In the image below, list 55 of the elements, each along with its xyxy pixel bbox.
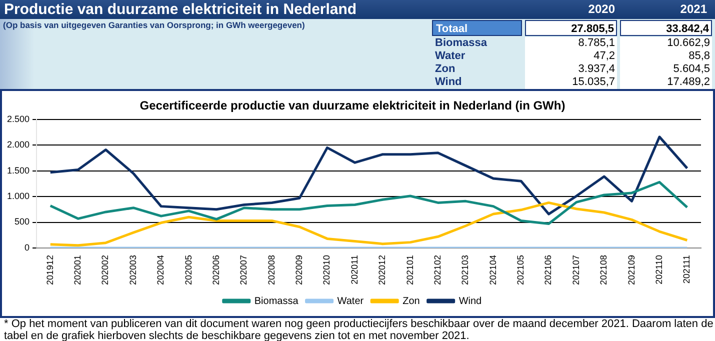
x-tick-label: 202006 bbox=[210, 254, 221, 286]
x-tick-label: 202001 bbox=[72, 254, 83, 286]
text: Biomassa bbox=[435, 37, 488, 50]
text: 8.785,1 bbox=[525, 37, 617, 50]
x-tick-label: 202005 bbox=[183, 254, 194, 286]
x-tick-label: 202101 bbox=[404, 254, 415, 286]
text: 2020 bbox=[587, 1, 615, 18]
x-tick-label: 201912 bbox=[44, 254, 55, 286]
x-tick-label: 202011 bbox=[349, 254, 360, 284]
x-tick-label: 202003 bbox=[128, 254, 138, 286]
text: 15.035,7 bbox=[525, 76, 617, 89]
text: 33.842,4 bbox=[620, 20, 712, 36]
text: 10.662,9 bbox=[620, 37, 712, 50]
x-tick-label: 202111 bbox=[682, 254, 692, 284]
y-tick-label: 0 bbox=[24, 242, 30, 252]
legend-label: Wind bbox=[458, 296, 482, 307]
x-tick-label: 202104 bbox=[488, 254, 498, 286]
text: 47,2 bbox=[525, 50, 617, 63]
x-tick-label: 202105 bbox=[516, 254, 526, 286]
x-tick-label: 202010 bbox=[322, 254, 332, 286]
x-tick-label: 202004 bbox=[156, 254, 166, 286]
chart-title: Gecertificeerde productie van duurzame elektriciteit in Nederland (in GWh) bbox=[140, 98, 566, 113]
text: Productie van duurzame elektriciteit in Nederland bbox=[4, 0, 357, 19]
text: 3.937,4 bbox=[525, 63, 617, 76]
text: 5.604,5 bbox=[620, 63, 712, 76]
x-tick-label: 202107 bbox=[570, 254, 581, 286]
x-tick-label: 202012 bbox=[377, 254, 388, 286]
text: 17.489,2 bbox=[620, 76, 712, 89]
x-tick-label: 202103 bbox=[460, 254, 470, 286]
y-tick-label: 500 bbox=[14, 216, 30, 227]
text: (Op basis van uitgegeven Garanties van Oorsprong; in GWh weergegeven) bbox=[0, 19, 432, 89]
text: * Op het moment van publiceren van dit document waren nog geen productiecijfers beschikbaar over de maand december 2021. Daarom laten de tabel en de grafiek hierboven slechts de beschikbare gegevens zien tot en met november 2021. bbox=[4, 318, 714, 341]
legend-label: Zon bbox=[402, 296, 420, 307]
x-tick-label: 202007 bbox=[238, 254, 249, 286]
text: Water bbox=[435, 50, 466, 63]
text: Totaal bbox=[432, 20, 522, 36]
x-tick-label: 202109 bbox=[626, 254, 636, 286]
x-tick-label: 202002 bbox=[100, 254, 110, 286]
y-tick-label: 2.000 bbox=[6, 140, 30, 150]
y-tick-label: 2.500 bbox=[6, 114, 30, 124]
text: Zon bbox=[435, 63, 456, 76]
x-tick-label: 202102 bbox=[432, 254, 442, 286]
x-tick-label: 202110 bbox=[654, 254, 664, 284]
legend-label: Water bbox=[337, 296, 364, 307]
x-tick-label: 202106 bbox=[543, 254, 554, 286]
x-tick-label: 202008 bbox=[266, 254, 276, 286]
text: 27.805,5 bbox=[525, 20, 617, 36]
y-tick-label: 1.000 bbox=[6, 191, 30, 202]
text: 85,8 bbox=[620, 50, 712, 63]
text: 2021 bbox=[679, 1, 707, 18]
x-tick-label: 202009 bbox=[294, 254, 304, 286]
legend-label: Biomassa bbox=[254, 296, 299, 307]
y-tick-label: 1.500 bbox=[6, 165, 30, 176]
x-tick-label: 202108 bbox=[598, 254, 609, 286]
text: Wind bbox=[435, 76, 463, 89]
